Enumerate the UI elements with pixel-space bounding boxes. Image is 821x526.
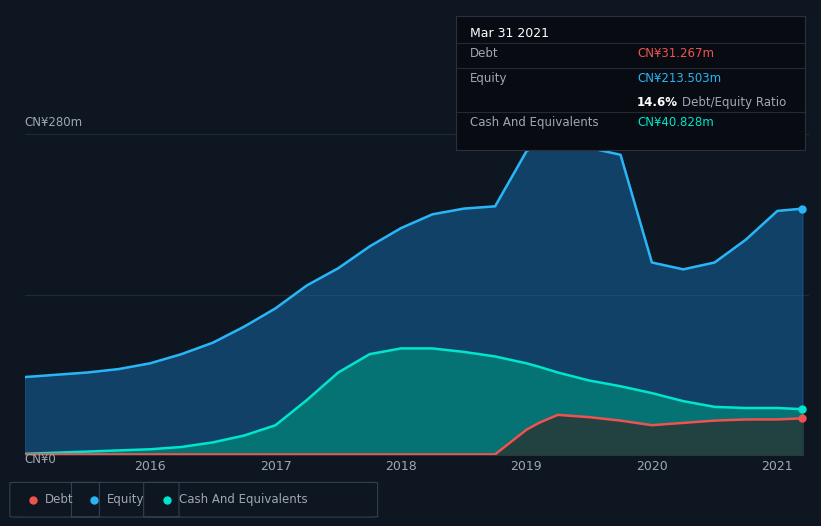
Text: Equity: Equity (470, 72, 507, 85)
Text: Debt/Equity Ratio: Debt/Equity Ratio (682, 96, 787, 109)
Text: CN¥0: CN¥0 (25, 453, 57, 467)
Text: Debt: Debt (470, 47, 498, 59)
Text: CN¥31.267m: CN¥31.267m (637, 47, 714, 59)
Text: CN¥40.828m: CN¥40.828m (637, 116, 713, 129)
Text: Cash And Equivalents: Cash And Equivalents (179, 493, 308, 506)
Text: Cash And Equivalents: Cash And Equivalents (470, 116, 599, 129)
Text: CN¥280m: CN¥280m (25, 116, 83, 129)
Text: Debt: Debt (45, 493, 74, 506)
Text: CN¥213.503m: CN¥213.503m (637, 72, 721, 85)
Text: Mar 31 2021: Mar 31 2021 (470, 26, 548, 39)
Text: Equity: Equity (107, 493, 144, 506)
Text: 14.6%: 14.6% (637, 96, 678, 109)
